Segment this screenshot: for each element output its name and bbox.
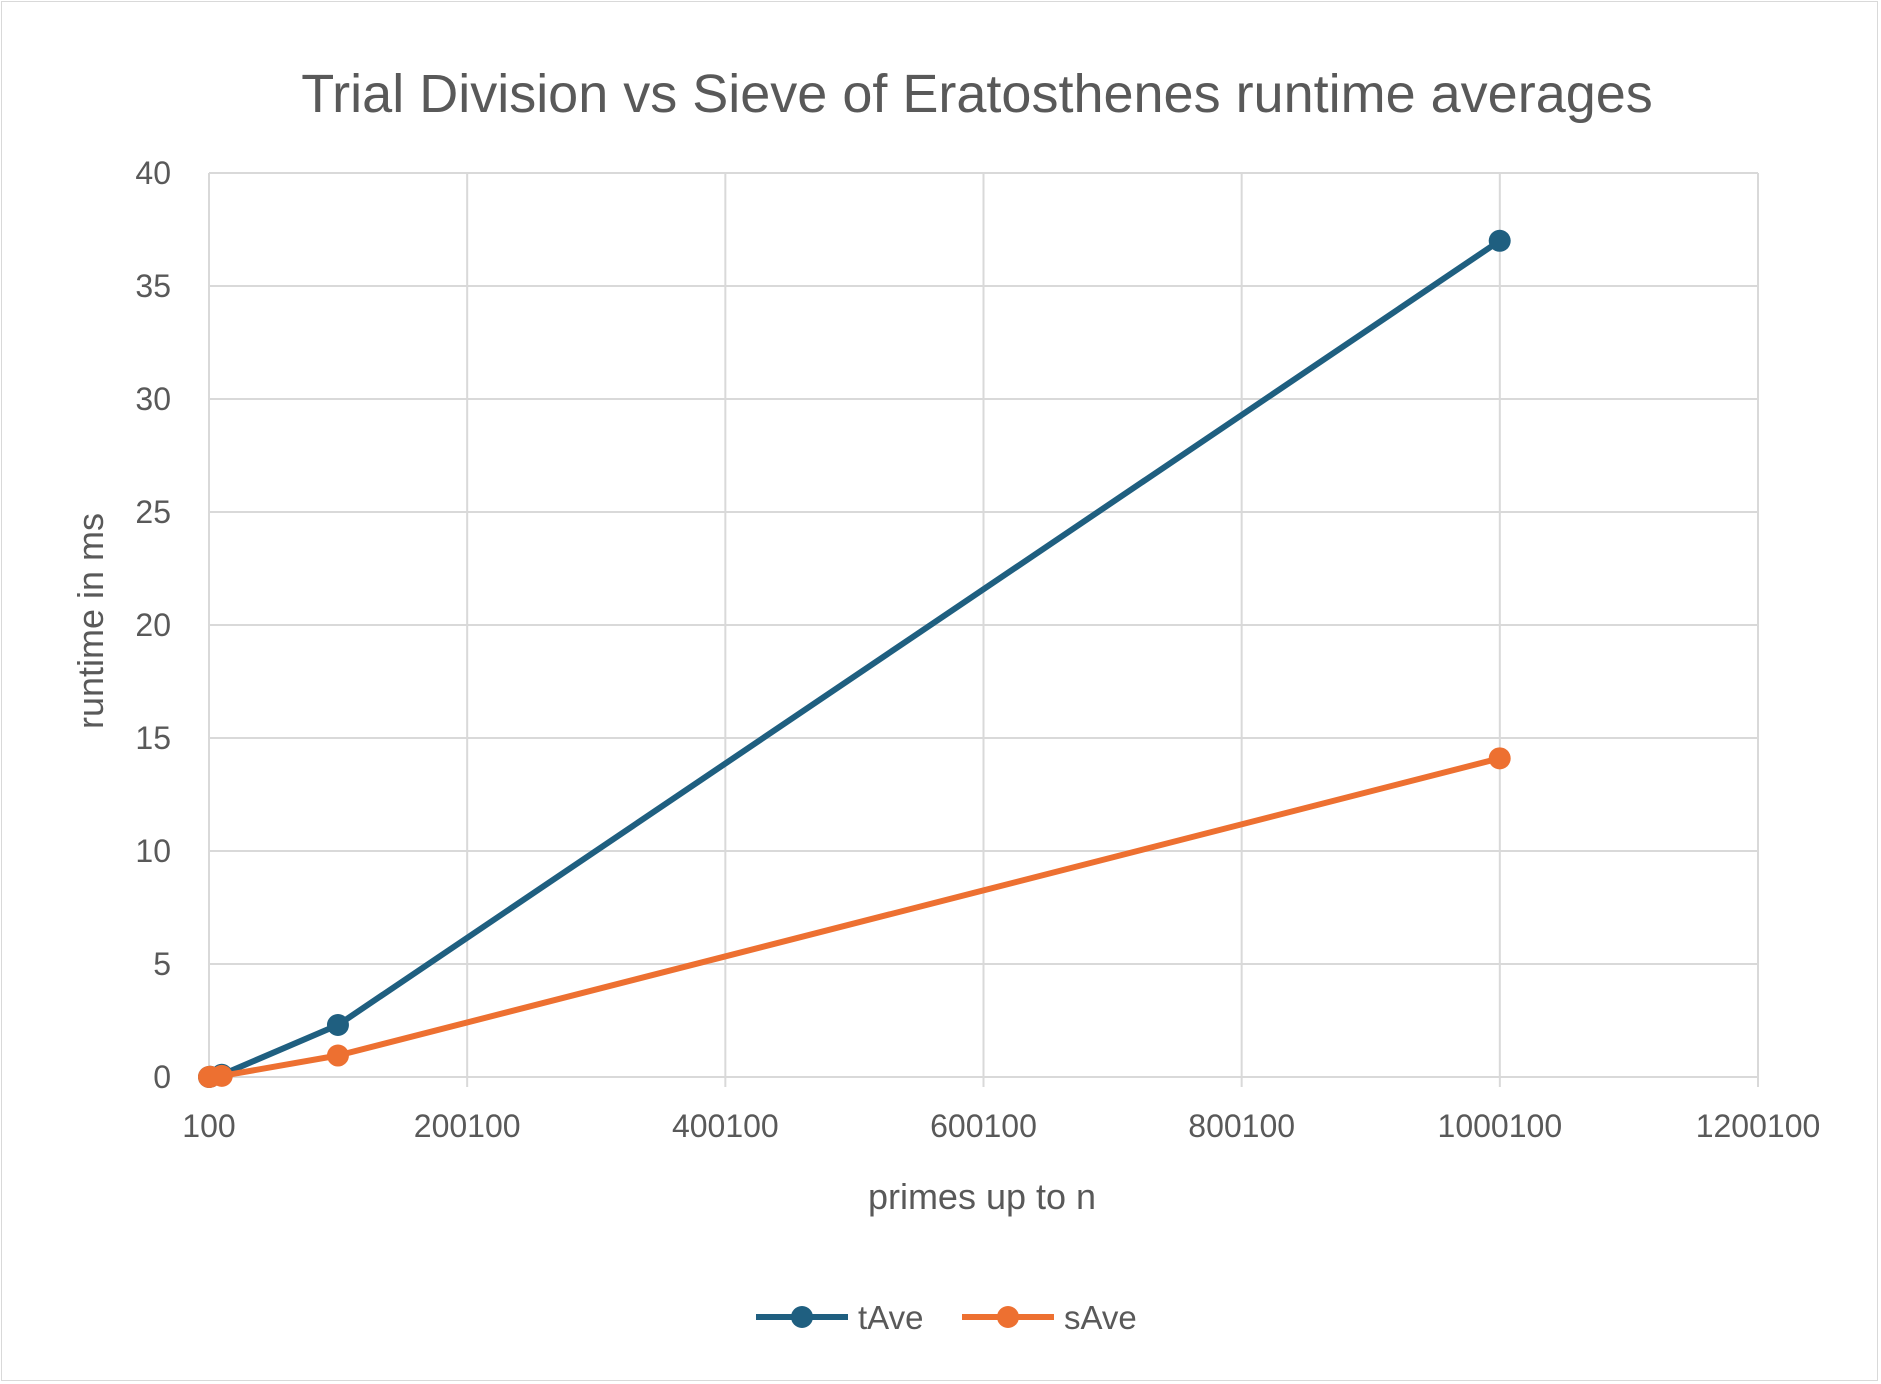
y-tick-label: 35 — [135, 268, 171, 304]
legend-label: tAve — [858, 1299, 923, 1336]
x-axis-title: primes up to n — [868, 1176, 1096, 1217]
data-point — [1488, 229, 1511, 252]
x-axis-tick-labels: 100 200100 400100 600100 800100 1000100 120010… — [182, 1108, 1820, 1144]
series-line — [206, 755, 1503, 1080]
legend-marker — [997, 1306, 1019, 1328]
x-tick-label: 100 — [182, 1108, 235, 1144]
y-tick-label: 15 — [135, 720, 171, 756]
y-tick-label: 10 — [135, 833, 171, 869]
y-tick-label: 25 — [135, 494, 171, 530]
legend-marker — [791, 1306, 813, 1328]
series-tAve — [198, 229, 1511, 1088]
series-line — [206, 237, 1503, 1080]
y-axis-tick-labels: 0 5 10 15 20 25 30 35 40 — [135, 155, 171, 1095]
gridlines — [208, 172, 1759, 1087]
data-point — [1488, 747, 1511, 770]
y-tick-label: 20 — [135, 607, 171, 643]
y-tick-label: 40 — [135, 155, 171, 191]
data-point — [326, 1014, 349, 1037]
y-tick-label: 30 — [135, 381, 171, 417]
x-tick-label: 800100 — [1188, 1108, 1295, 1144]
x-tick-label: 200100 — [414, 1108, 521, 1144]
legend-label: sAve — [1064, 1299, 1137, 1336]
x-tick-label: 1000100 — [1438, 1108, 1563, 1144]
data-point — [210, 1064, 233, 1087]
x-tick-label: 600100 — [930, 1108, 1037, 1144]
legend-item-sAve: sAve — [962, 1299, 1137, 1336]
series-sAve — [198, 747, 1511, 1088]
y-axis-title: runtime in ms — [70, 513, 111, 729]
x-tick-label: 1200100 — [1696, 1108, 1821, 1144]
y-tick-label: 5 — [153, 946, 171, 982]
x-tick-label: 400100 — [672, 1108, 779, 1144]
legend: tAve sAve — [756, 1299, 1137, 1336]
y-tick-label: 0 — [153, 1059, 171, 1095]
data-point — [326, 1044, 349, 1067]
legend-item-tAve: tAve — [756, 1299, 923, 1336]
series-layer — [198, 229, 1511, 1088]
chart-title: Trial Division vs Sieve of Eratosthenes … — [301, 64, 1653, 124]
